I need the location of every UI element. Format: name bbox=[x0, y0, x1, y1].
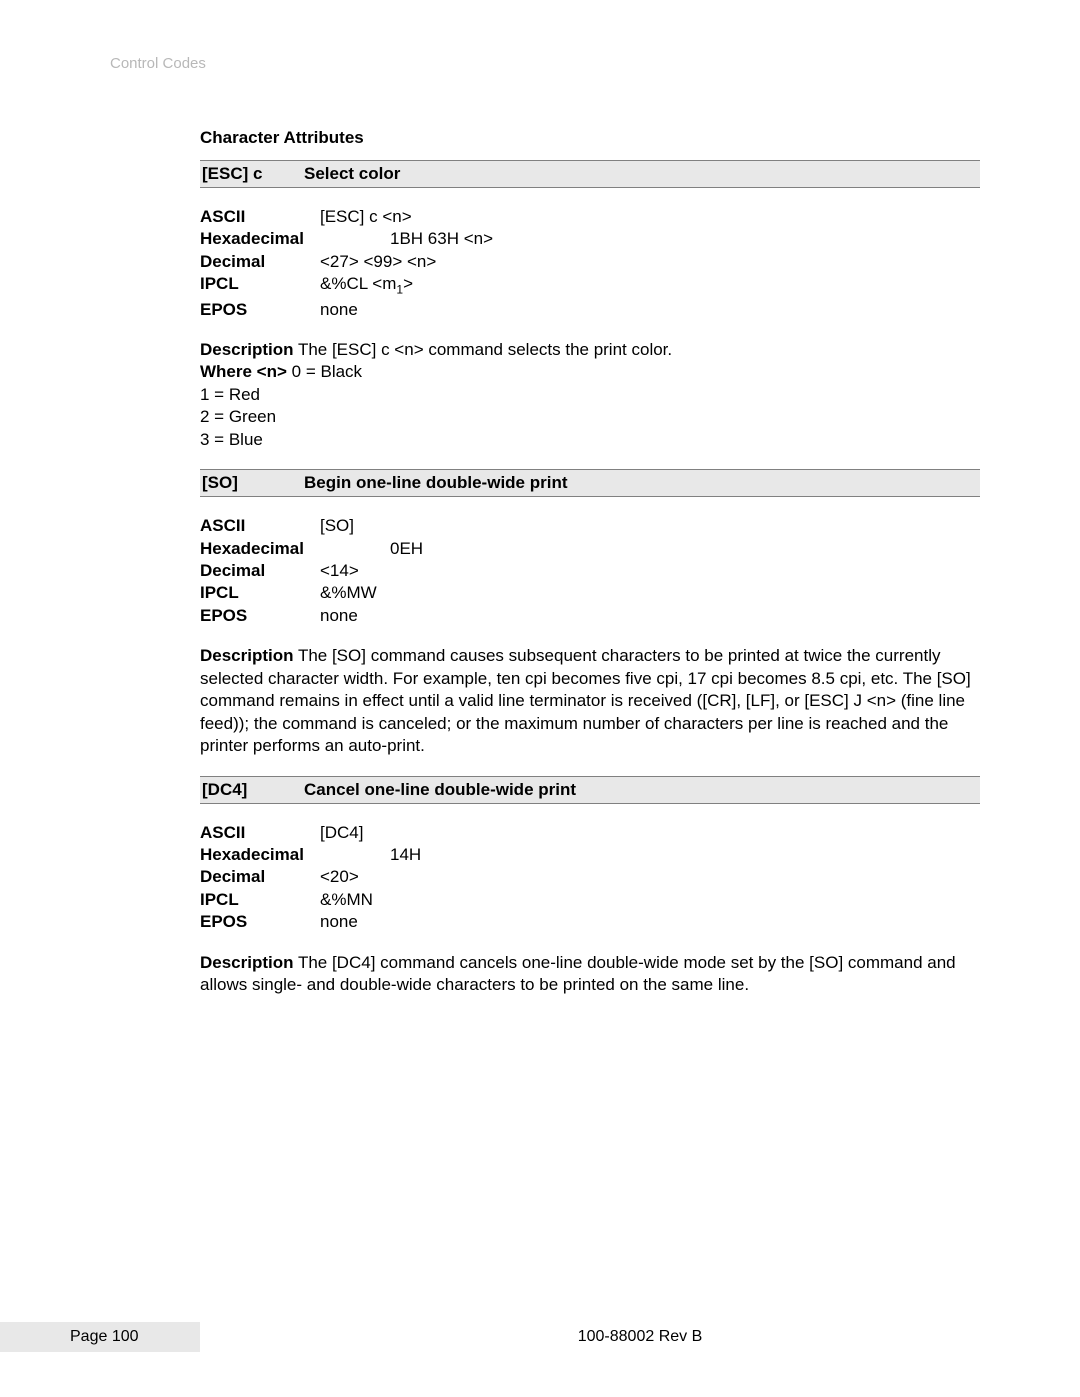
ascii-label: ASCII bbox=[200, 822, 320, 844]
ipcl-value: &%MW bbox=[320, 582, 377, 604]
ipcl-label: IPCL bbox=[200, 273, 320, 298]
desc-text: The [ESC] c <n> command selects the prin… bbox=[294, 340, 673, 359]
desc-label: Description bbox=[200, 340, 294, 359]
epos-value: none bbox=[320, 911, 358, 933]
section-title: Character Attributes bbox=[200, 128, 980, 148]
cmd-code: [SO] bbox=[202, 473, 274, 493]
cmd-code: [DC4] bbox=[202, 780, 274, 800]
ipcl-label: IPCL bbox=[200, 582, 320, 604]
description-block: Description The [SO] command causes subs… bbox=[200, 645, 980, 757]
dec-label: Decimal bbox=[200, 251, 320, 273]
epos-value: none bbox=[320, 605, 358, 627]
doc-revision: 100-88002 Rev B bbox=[200, 1322, 1080, 1352]
command-bar-so: [SO] Begin one-line double-wide print bbox=[200, 469, 980, 497]
ascii-value: [SO] bbox=[320, 515, 354, 537]
dec-value: <20> bbox=[320, 866, 359, 888]
ipcl-value: &%MN bbox=[320, 889, 373, 911]
where-label: Where <n> bbox=[200, 362, 287, 381]
page-header: Control Codes bbox=[110, 55, 206, 72]
hex-label: Hexadecimal bbox=[200, 228, 390, 250]
where-3: 3 = Blue bbox=[200, 429, 980, 451]
where-2: 2 = Green bbox=[200, 406, 980, 428]
dec-value: <27> <99> <n> bbox=[320, 251, 436, 273]
ascii-value: [ESC] c <n> bbox=[320, 206, 412, 228]
ascii-label: ASCII bbox=[200, 515, 320, 537]
dec-label: Decimal bbox=[200, 866, 320, 888]
cmd-title: Begin one-line double-wide print bbox=[304, 473, 568, 493]
cmd-title: Select color bbox=[304, 164, 400, 184]
description-block: Description The [DC4] command cancels on… bbox=[200, 952, 980, 997]
where-1: 1 = Red bbox=[200, 384, 980, 406]
hex-label: Hexadecimal bbox=[200, 538, 390, 560]
description-block: Description The [ESC] c <n> command sele… bbox=[200, 339, 980, 451]
where-0: 0 = Black bbox=[287, 362, 362, 381]
ipcl-label: IPCL bbox=[200, 889, 320, 911]
hex-value: 0EH bbox=[390, 538, 423, 560]
hex-value: 1BH 63H <n> bbox=[390, 228, 493, 250]
page-footer: Page 100 100-88002 Rev B bbox=[0, 1322, 1080, 1352]
hex-label: Hexadecimal bbox=[200, 844, 390, 866]
dec-value: <14> bbox=[320, 560, 359, 582]
epos-value: none bbox=[320, 299, 358, 321]
page-number: Page 100 bbox=[0, 1322, 200, 1352]
command-bar-esc-c: [ESC] c Select color bbox=[200, 160, 980, 188]
command-bar-dc4: [DC4] Cancel one-line double-wide print bbox=[200, 776, 980, 804]
page-content: Character Attributes [ESC] c Select colo… bbox=[200, 128, 980, 1015]
cmd-title: Cancel one-line double-wide print bbox=[304, 780, 576, 800]
desc-text: The [SO] command causes subsequent chara… bbox=[200, 646, 971, 755]
cmd-code: [ESC] c bbox=[202, 164, 274, 184]
desc-label: Description bbox=[200, 953, 294, 972]
dec-label: Decimal bbox=[200, 560, 320, 582]
document-page: Control Codes Character Attributes [ESC]… bbox=[0, 0, 1080, 1397]
epos-label: EPOS bbox=[200, 911, 320, 933]
desc-label: Description bbox=[200, 646, 294, 665]
hex-value: 14H bbox=[390, 844, 421, 866]
desc-text: The [DC4] command cancels one-line doubl… bbox=[200, 953, 956, 994]
ascii-label: ASCII bbox=[200, 206, 320, 228]
epos-label: EPOS bbox=[200, 605, 320, 627]
encoding-block: ASCII[DC4] Hexadecimal14H Decimal<20> IP… bbox=[200, 822, 980, 934]
encoding-block: ASCII[SO] Hexadecimal0EH Decimal<14> IPC… bbox=[200, 515, 980, 627]
ipcl-value: &%CL <m1> bbox=[320, 273, 413, 298]
encoding-block: ASCII[ESC] c <n> Hexadecimal1BH 63H <n> … bbox=[200, 206, 980, 321]
ascii-value: [DC4] bbox=[320, 822, 363, 844]
epos-label: EPOS bbox=[200, 299, 320, 321]
